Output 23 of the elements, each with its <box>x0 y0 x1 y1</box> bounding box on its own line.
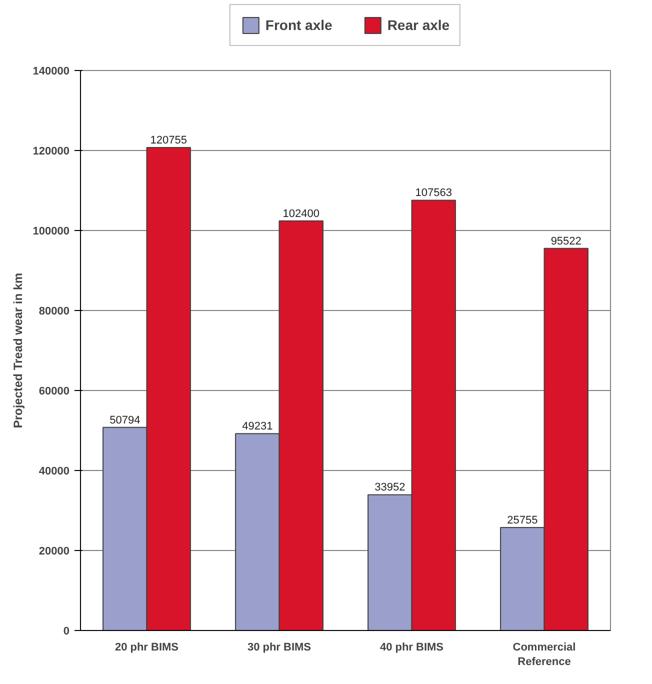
data-label: 107563 <box>415 187 452 200</box>
y-tick-label: 60000 <box>38 386 70 398</box>
y-tick-label: 20000 <box>38 546 70 558</box>
x-tick-label: 20 phr BIMS <box>114 642 179 654</box>
data-label: 49231 <box>242 420 273 433</box>
y-tick-label: 0 <box>63 626 70 638</box>
x-tick-label: 40 phr BIMS <box>380 642 444 654</box>
y-tick-label: 120000 <box>32 146 70 158</box>
data-label: 25755 <box>507 514 538 526</box>
data-label: 50794 <box>110 414 140 426</box>
x-tick-label: 30 phr BIMS <box>247 642 312 654</box>
legend-label: Rear axle <box>387 17 450 33</box>
legend-label: Front axle <box>265 17 332 33</box>
y-tick-label: 100000 <box>32 226 70 238</box>
y-axis-title: Projected Tread wear in km <box>10 272 25 428</box>
data-label: 120755 <box>150 134 187 146</box>
data-label: 102400 <box>282 208 320 220</box>
data-label: 33952 <box>374 482 406 494</box>
y-tick-label: 80000 <box>38 306 70 318</box>
data-label: 95522 <box>550 235 582 248</box>
x-tick-label: Commercial Reference <box>512 642 576 668</box>
y-tick-label: 140000 <box>32 66 70 78</box>
y-tick-label: 40000 <box>38 466 70 478</box>
